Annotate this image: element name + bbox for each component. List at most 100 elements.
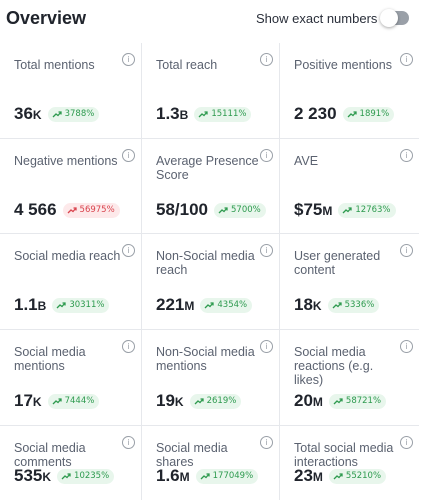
- metric-value-row: 1.3B 15111%: [156, 104, 252, 124]
- info-icon[interactable]: i: [260, 244, 273, 257]
- metric-value-row: 23M 55210%: [294, 466, 387, 486]
- change-value: 2619%: [206, 396, 237, 406]
- change-value: 5700%: [231, 205, 261, 215]
- change-value: 7444%: [64, 396, 95, 406]
- info-icon[interactable]: i: [122, 340, 135, 353]
- info-icon[interactable]: i: [260, 436, 273, 449]
- metric-value: $75M: [294, 200, 333, 219]
- metric-unit: B: [179, 108, 189, 122]
- change-badge: 3788%: [47, 106, 100, 122]
- change-badge: 177049%: [195, 468, 259, 484]
- metric-card: AVE i $75M 12763%: [280, 139, 419, 234]
- info-icon[interactable]: i: [122, 244, 135, 257]
- info-icon[interactable]: i: [400, 436, 413, 449]
- info-icon[interactable]: i: [122, 149, 135, 162]
- metric-card: Social media reach i 1.1B 30311%: [0, 234, 142, 330]
- metrics-grid: Total mentions i 36K 3788% Total reach i 1.3B 1…: [0, 43, 419, 500]
- change-badge: 15111%: [194, 106, 252, 122]
- info-icon[interactable]: i: [400, 149, 413, 162]
- metric-value-row: 535K 10235%: [14, 466, 115, 486]
- change-value: 12763%: [355, 205, 391, 215]
- info-icon[interactable]: i: [400, 340, 413, 353]
- metric-card: Social media comments i 535K 10235%: [0, 426, 142, 500]
- metric-label: Social media reach: [14, 249, 121, 263]
- info-icon[interactable]: i: [260, 340, 273, 353]
- metric-value-row: 1.1B 30311%: [14, 295, 110, 315]
- metric-value-row: 1.6M 177049%: [156, 466, 259, 486]
- change-value: 4354%: [217, 300, 248, 310]
- info-icon[interactable]: i: [122, 436, 135, 449]
- change-value: 15111%: [211, 109, 247, 119]
- info-icon[interactable]: i: [400, 53, 413, 66]
- info-icon[interactable]: i: [260, 149, 273, 162]
- metric-value-row: 18K 5336%: [294, 295, 380, 315]
- metric-value: 2 230: [294, 104, 337, 123]
- metric-card: Non-Social media reach i 221M 4354%: [142, 234, 280, 330]
- metric-value: 23M: [294, 466, 323, 485]
- metric-label: Non-Social media mentions: [156, 345, 255, 373]
- metric-card: Social media reactions (e.g. likes) i 20M 5…: [280, 330, 419, 426]
- trend-up-icon: [347, 111, 357, 118]
- info-icon[interactable]: i: [400, 244, 413, 257]
- metric-value: 19K: [156, 391, 184, 410]
- change-value: 3788%: [64, 109, 95, 119]
- metric-unit: M: [312, 395, 323, 409]
- change-badge: 5700%: [214, 202, 266, 218]
- metric-value: 1.6M: [156, 466, 190, 485]
- trend-up-icon: [218, 207, 228, 214]
- metric-label: Positive mentions: [294, 58, 392, 72]
- toggle-knob[interactable]: [380, 9, 398, 27]
- metric-value: 17K: [14, 391, 42, 410]
- metric-value-row: 36K 3788%: [14, 104, 100, 124]
- trend-up-icon: [52, 111, 62, 118]
- metric-value-row: 17K 7444%: [14, 391, 100, 411]
- metric-unit: M: [184, 299, 195, 313]
- metric-unit: M: [312, 470, 323, 484]
- metric-label: Social media shares: [156, 441, 228, 469]
- metric-card: Total mentions i 36K 3788%: [0, 43, 142, 139]
- metric-value: 20M: [294, 391, 323, 410]
- trend-up-icon: [204, 302, 215, 309]
- metric-unit: M: [322, 204, 333, 218]
- info-icon[interactable]: i: [122, 53, 135, 66]
- change-badge: 58721%: [328, 393, 387, 409]
- metric-label: Social media mentions: [14, 345, 86, 373]
- metric-value: 1.1B: [14, 295, 47, 314]
- metric-value-row: 4 566 56975%: [14, 200, 120, 220]
- change-badge: 4354%: [200, 297, 253, 313]
- metric-label: Social media reactions (e.g. likes): [294, 345, 374, 387]
- change-value: 56975%: [79, 205, 115, 215]
- metric-value-row: 19K 2619%: [156, 391, 242, 411]
- info-icon[interactable]: i: [260, 53, 273, 66]
- trend-up-icon: [342, 207, 353, 214]
- metric-label: Negative mentions: [14, 154, 118, 168]
- metric-value: 36K: [14, 104, 42, 123]
- change-value: 58721%: [345, 396, 382, 406]
- change-badge: 55210%: [328, 468, 387, 484]
- metric-card: Non-Social media mentions i 19K 2619%: [142, 330, 280, 426]
- trend-up-icon: [333, 398, 343, 405]
- metric-value-row: 221M 4354%: [156, 295, 253, 315]
- metric-value: 1.3B: [156, 104, 189, 123]
- metric-value-row: 2 230 1891%: [294, 104, 395, 124]
- metric-label: User generated content: [294, 249, 381, 277]
- trend-up-icon: [332, 302, 342, 309]
- change-badge: 56975%: [62, 202, 120, 218]
- trend-up-icon: [200, 473, 210, 480]
- overview-header: Overview Show exact numbers: [0, 0, 425, 40]
- change-badge: 2619%: [189, 393, 242, 409]
- metric-unit: M: [179, 470, 190, 484]
- metric-label: Social media comments: [14, 441, 86, 469]
- metric-unit: K: [42, 470, 52, 484]
- metric-label: Total social media interactions: [294, 441, 394, 469]
- metric-unit: K: [32, 395, 42, 409]
- change-value: 55210%: [345, 471, 382, 481]
- metric-card: Total social media interactions i 23M 55210…: [280, 426, 419, 500]
- metric-card: Average Presence Score i 58/100 5700%: [142, 139, 280, 234]
- metric-label: Non-Social media reach: [156, 249, 255, 277]
- exact-numbers-toggle[interactable]: [380, 9, 409, 27]
- metric-label: Total mentions: [14, 58, 95, 72]
- metric-unit: B: [37, 299, 47, 313]
- metric-value: 535K: [14, 466, 52, 485]
- metric-card: Total reach i 1.3B 15111%: [142, 43, 280, 139]
